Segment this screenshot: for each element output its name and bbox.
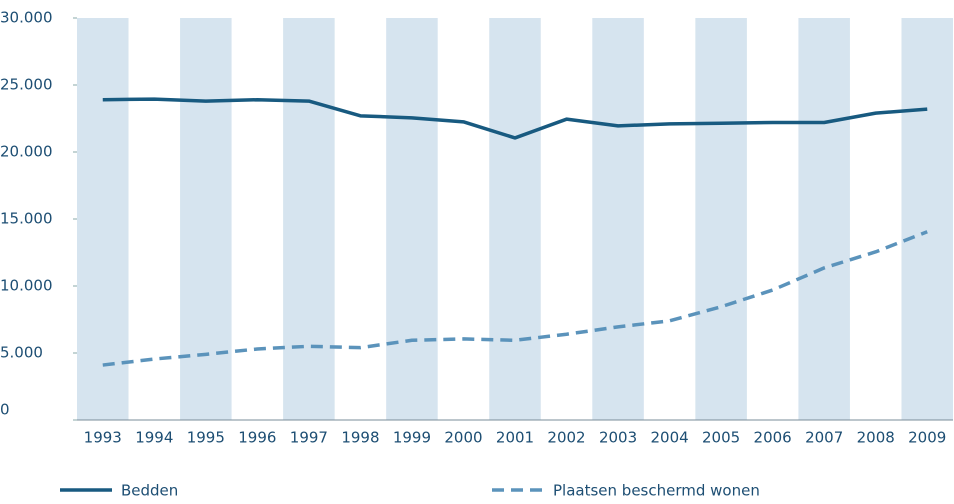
x-tick-label: 1996 [238, 429, 276, 447]
x-tick-label: 2008 [857, 429, 895, 447]
series-line [102, 230, 928, 367]
x-tick-label: 1997 [290, 429, 328, 447]
band [283, 18, 335, 420]
x-tick-label: 2004 [650, 429, 688, 447]
x-tick-label: 2003 [599, 429, 637, 447]
x-tick-label: 2007 [805, 429, 843, 447]
x-tick-label: 1998 [341, 429, 379, 447]
x-tick-label: 1993 [84, 429, 122, 447]
legend-label: Plaatsen beschermd wonen [553, 482, 760, 500]
x-tick-label: 2006 [754, 429, 792, 447]
band [901, 18, 953, 420]
y-tick-label: 0 [0, 401, 10, 419]
band [695, 18, 747, 420]
x-tick-label: 2001 [496, 429, 534, 447]
series-line [102, 97, 928, 140]
x-tick-label: 2000 [444, 429, 482, 447]
band [489, 18, 541, 420]
x-tick-label: 2002 [547, 429, 585, 447]
x-tick-label: 2009 [908, 429, 946, 447]
x-tick-label: 1999 [393, 429, 431, 447]
y-tick-label: 30.000 [0, 9, 53, 27]
y-tick-label: 15.000 [0, 210, 53, 228]
band [798, 18, 850, 420]
band [180, 18, 232, 420]
y-tick-label: 20.000 [0, 143, 53, 161]
y-tick-label: 25.000 [0, 76, 53, 94]
band [386, 18, 438, 420]
x-tick-label: 2005 [702, 429, 740, 447]
x-tick-label: 1994 [135, 429, 173, 447]
band [77, 18, 129, 420]
legend-label: Bedden [121, 482, 178, 500]
y-tick-label: 10.000 [0, 277, 53, 295]
y-tick-label: 5.000 [0, 344, 43, 362]
x-tick-label: 1995 [187, 429, 225, 447]
band [592, 18, 644, 420]
